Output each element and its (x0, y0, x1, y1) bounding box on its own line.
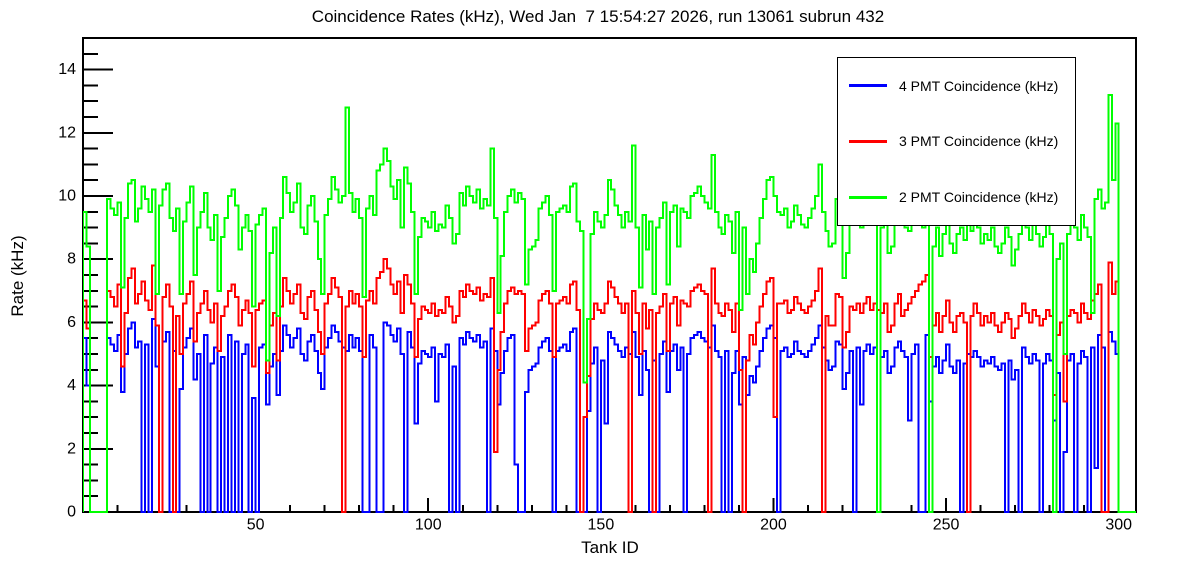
y-tick-label: 14 (58, 61, 76, 78)
legend-entry-4pmt: 4 PMT Coincidence (kHz) (838, 58, 1075, 113)
y-tick-label: 8 (67, 251, 76, 268)
x-tick-label: 200 (760, 516, 787, 533)
legend-line-2pmt-icon (849, 195, 887, 199)
chart-title: Coincidence Rates (kHz), Wed Jan 7 15:54… (311, 7, 885, 26)
x-tick-label: 250 (933, 516, 960, 533)
legend-line-3pmt-icon (849, 139, 887, 143)
legend: 4 PMT Coincidence (kHz) 3 PMT Coincidenc… (837, 57, 1076, 226)
y-tick-label: 6 (67, 314, 76, 331)
series-2-pmt-coincidence-khz- (83, 93, 1136, 513)
x-tick-label: 150 (588, 516, 615, 533)
legend-entry-label: 2 PMT Coincidence (kHz) (899, 189, 1059, 206)
y-tick-label: 0 (67, 504, 76, 521)
x-axis-title: Tank ID (581, 538, 639, 557)
y-tick-label: 2 (67, 440, 76, 457)
y-tick-label: 10 (58, 188, 76, 205)
y-tick-label: 4 (67, 377, 76, 394)
x-tick-label: 300 (1105, 516, 1132, 533)
y-tick-label: 12 (58, 124, 76, 141)
legend-entry-label: 4 PMT Coincidence (kHz) (899, 77, 1059, 94)
legend-entry-3pmt: 3 PMT Coincidence (kHz) (838, 114, 1075, 169)
series-4-pmt-coincidence-khz- (83, 318, 1136, 513)
series-3-pmt-coincidence-khz- (83, 258, 1136, 513)
legend-line-4pmt-icon (849, 84, 887, 88)
legend-entry-label: 3 PMT Coincidence (kHz) (899, 133, 1059, 150)
x-tick-label: 50 (247, 516, 265, 533)
legend-entry-2pmt: 2 PMT Coincidence (kHz) (838, 170, 1075, 225)
y-axis-title: Rate (kHz) (8, 235, 27, 317)
x-tick-label: 100 (415, 516, 442, 533)
